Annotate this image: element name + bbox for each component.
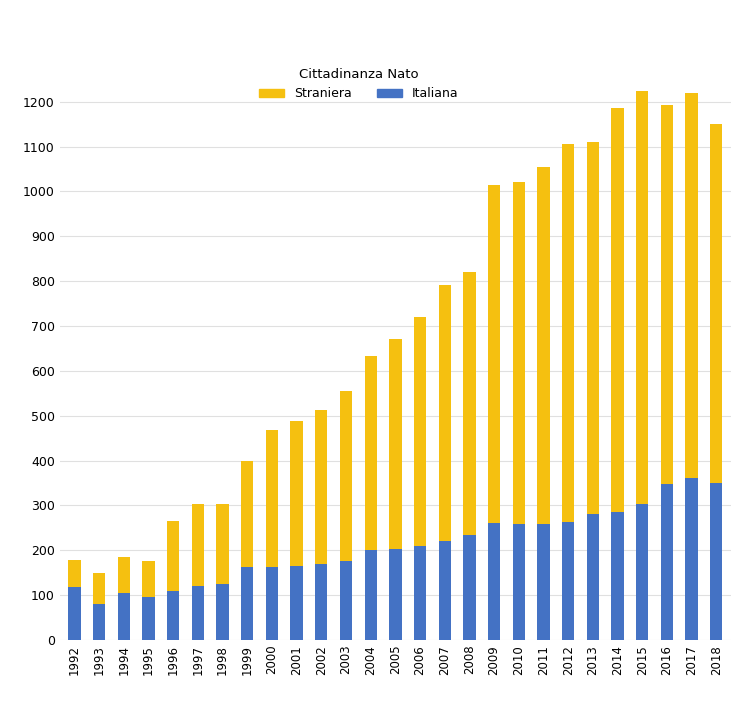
Bar [463, 272, 476, 535]
Bar [192, 505, 204, 586]
Bar [562, 144, 574, 523]
Bar [167, 591, 179, 640]
Bar [93, 572, 105, 604]
Bar [612, 512, 624, 640]
Bar [290, 422, 303, 566]
Bar [118, 593, 130, 640]
Bar [340, 391, 352, 562]
Bar [69, 560, 81, 587]
Bar [686, 92, 698, 479]
Bar [69, 587, 81, 640]
Bar [513, 183, 525, 524]
Bar [389, 339, 401, 550]
Bar [340, 562, 352, 640]
Bar [389, 550, 401, 640]
Bar [118, 557, 130, 593]
Bar [290, 566, 303, 640]
Bar [636, 92, 648, 504]
Bar [365, 550, 377, 640]
Bar [661, 105, 673, 483]
Bar [439, 541, 451, 640]
Bar [167, 521, 179, 591]
Bar [586, 514, 599, 640]
Bar [488, 185, 501, 523]
Bar [315, 410, 327, 564]
Bar [513, 524, 525, 640]
Bar [488, 523, 501, 640]
Bar [586, 142, 599, 514]
Bar [142, 560, 154, 597]
Bar [414, 546, 426, 640]
Bar [266, 430, 278, 567]
Bar [537, 524, 550, 640]
Bar [636, 504, 648, 640]
Bar [562, 523, 574, 640]
Bar [216, 504, 229, 584]
Bar [266, 567, 278, 640]
Bar [710, 124, 722, 483]
Bar [241, 461, 254, 567]
Bar [192, 586, 204, 640]
Bar [710, 483, 722, 640]
Bar [463, 535, 476, 640]
Bar [612, 109, 624, 512]
Bar [414, 317, 426, 546]
Bar [216, 584, 229, 640]
Bar [661, 483, 673, 640]
Bar [93, 604, 105, 640]
Bar [315, 564, 327, 640]
Bar [439, 284, 451, 541]
Bar [365, 356, 377, 550]
Bar [142, 597, 154, 640]
Bar [537, 167, 550, 524]
Bar [686, 479, 698, 640]
Legend: Straniera, Italiana: Straniera, Italiana [254, 63, 463, 105]
Bar [241, 567, 254, 640]
